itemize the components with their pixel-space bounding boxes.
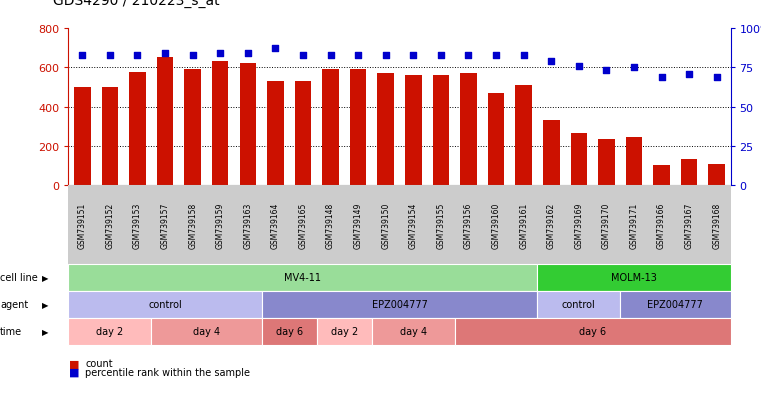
Bar [350,70,366,186]
Point [132,52,144,59]
Bar [129,73,145,186]
Point [76,52,88,59]
Bar [74,88,91,186]
Text: GSM739167: GSM739167 [685,202,694,248]
Text: MOLM-13: MOLM-13 [611,273,657,283]
Bar [295,82,311,186]
Point [573,63,585,70]
Bar [157,58,174,186]
Text: GSM739155: GSM739155 [436,202,445,248]
Text: GSM739166: GSM739166 [657,202,666,248]
Point [490,52,502,59]
Text: GSM739160: GSM739160 [492,202,501,248]
Point [103,52,116,59]
Bar [598,140,615,186]
Point [683,71,696,78]
Text: GSM739148: GSM739148 [326,202,335,248]
Bar [460,74,476,186]
Bar [626,138,642,186]
Text: day 2: day 2 [96,326,123,337]
Bar [267,82,284,186]
Point [380,52,392,59]
Point [600,68,613,75]
Text: GSM739150: GSM739150 [381,202,390,248]
Point [711,74,723,81]
Point [463,52,475,59]
Text: EPZ004777: EPZ004777 [648,299,703,310]
Point [655,74,667,81]
Text: control: control [148,299,182,310]
Bar [681,159,697,186]
Text: time: time [0,326,22,337]
Bar [212,62,228,186]
Text: GSM739170: GSM739170 [602,202,611,248]
Text: ■: ■ [68,358,79,368]
Bar [571,134,587,186]
Bar [488,94,505,186]
Bar [184,70,201,186]
Text: day 4: day 4 [400,326,427,337]
Text: count: count [85,358,113,368]
Text: GSM739163: GSM739163 [244,202,253,248]
Text: GSM739154: GSM739154 [409,202,418,248]
Text: agent: agent [0,299,28,310]
Text: day 6: day 6 [275,326,303,337]
Text: ■: ■ [68,367,79,377]
Bar [405,76,422,186]
Text: ▶: ▶ [42,327,49,336]
Bar [515,86,532,186]
Bar [101,88,118,186]
Text: GDS4290 / 210223_s_at: GDS4290 / 210223_s_at [53,0,220,8]
Text: GSM739169: GSM739169 [575,202,584,248]
Text: ▶: ▶ [42,273,49,282]
Point [297,52,309,59]
Point [545,59,557,65]
Text: GSM739159: GSM739159 [215,202,224,248]
Text: control: control [562,299,596,310]
Text: GSM739153: GSM739153 [133,202,142,248]
Text: percentile rank within the sample: percentile rank within the sample [85,367,250,377]
Text: ▶: ▶ [42,300,49,309]
Bar [322,70,339,186]
Text: GSM739152: GSM739152 [105,202,114,248]
Bar [543,121,559,186]
Text: MV4-11: MV4-11 [285,273,321,283]
Bar [653,165,670,186]
Point [214,51,226,57]
Text: cell line: cell line [0,273,38,283]
Point [628,65,640,71]
Text: GSM739156: GSM739156 [464,202,473,248]
Point [517,52,530,59]
Text: GSM739171: GSM739171 [629,202,638,248]
Text: GSM739157: GSM739157 [161,202,170,248]
Point [435,52,447,59]
Bar [708,164,725,186]
Text: day 4: day 4 [193,326,220,337]
Point [407,52,419,59]
Text: GSM739164: GSM739164 [271,202,280,248]
Bar [377,74,394,186]
Point [159,51,171,57]
Point [186,52,199,59]
Text: day 6: day 6 [579,326,607,337]
Text: GSM739161: GSM739161 [519,202,528,248]
Text: GSM739149: GSM739149 [354,202,363,248]
Point [269,46,282,52]
Bar [240,64,256,186]
Text: GSM739165: GSM739165 [298,202,307,248]
Text: GSM739162: GSM739162 [546,202,556,248]
Text: GSM739151: GSM739151 [78,202,87,248]
Point [242,51,254,57]
Text: GSM739158: GSM739158 [188,202,197,248]
Text: day 2: day 2 [331,326,358,337]
Bar [432,76,449,186]
Text: GSM739168: GSM739168 [712,202,721,248]
Point [324,52,336,59]
Text: EPZ004777: EPZ004777 [371,299,428,310]
Point [352,52,365,59]
